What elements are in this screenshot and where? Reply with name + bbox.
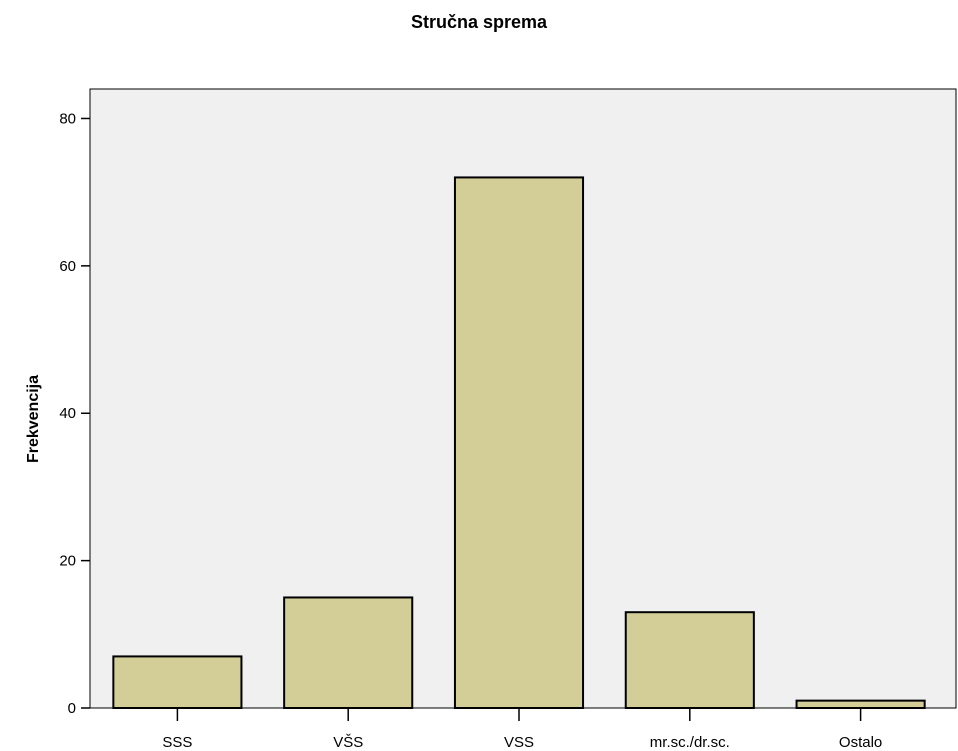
y-tick-label: 20 xyxy=(59,553,76,570)
bar-VŠS xyxy=(283,596,414,710)
y-axis-label: Frekvencija xyxy=(25,375,42,463)
y-tick-label: 80 xyxy=(59,110,76,127)
chart-title: Stručna sprema xyxy=(411,12,548,32)
x-tick-label: VŠS xyxy=(333,734,363,751)
y-tick-label: 0 xyxy=(68,700,76,717)
bar-mr.sc./dr.sc. xyxy=(624,611,755,710)
bar-VSS xyxy=(453,176,585,709)
x-tick-label: VSS xyxy=(504,734,534,751)
bars xyxy=(112,176,926,710)
x-tick-label: SSS xyxy=(162,734,192,751)
y-tick-label: 60 xyxy=(59,258,76,275)
x-tick-label: mr.sc./dr.sc. xyxy=(650,734,730,751)
bar-Ostalo xyxy=(795,699,926,710)
x-axis-ticks: SSS VŠS VSS mr.sc./dr.sc. Ostalo xyxy=(162,708,882,751)
y-tick-label: 40 xyxy=(59,405,76,422)
bar-SSS xyxy=(112,655,243,710)
y-axis-ticks: 0 20 40 60 80 xyxy=(59,110,90,717)
x-tick-label: Ostalo xyxy=(839,734,882,751)
